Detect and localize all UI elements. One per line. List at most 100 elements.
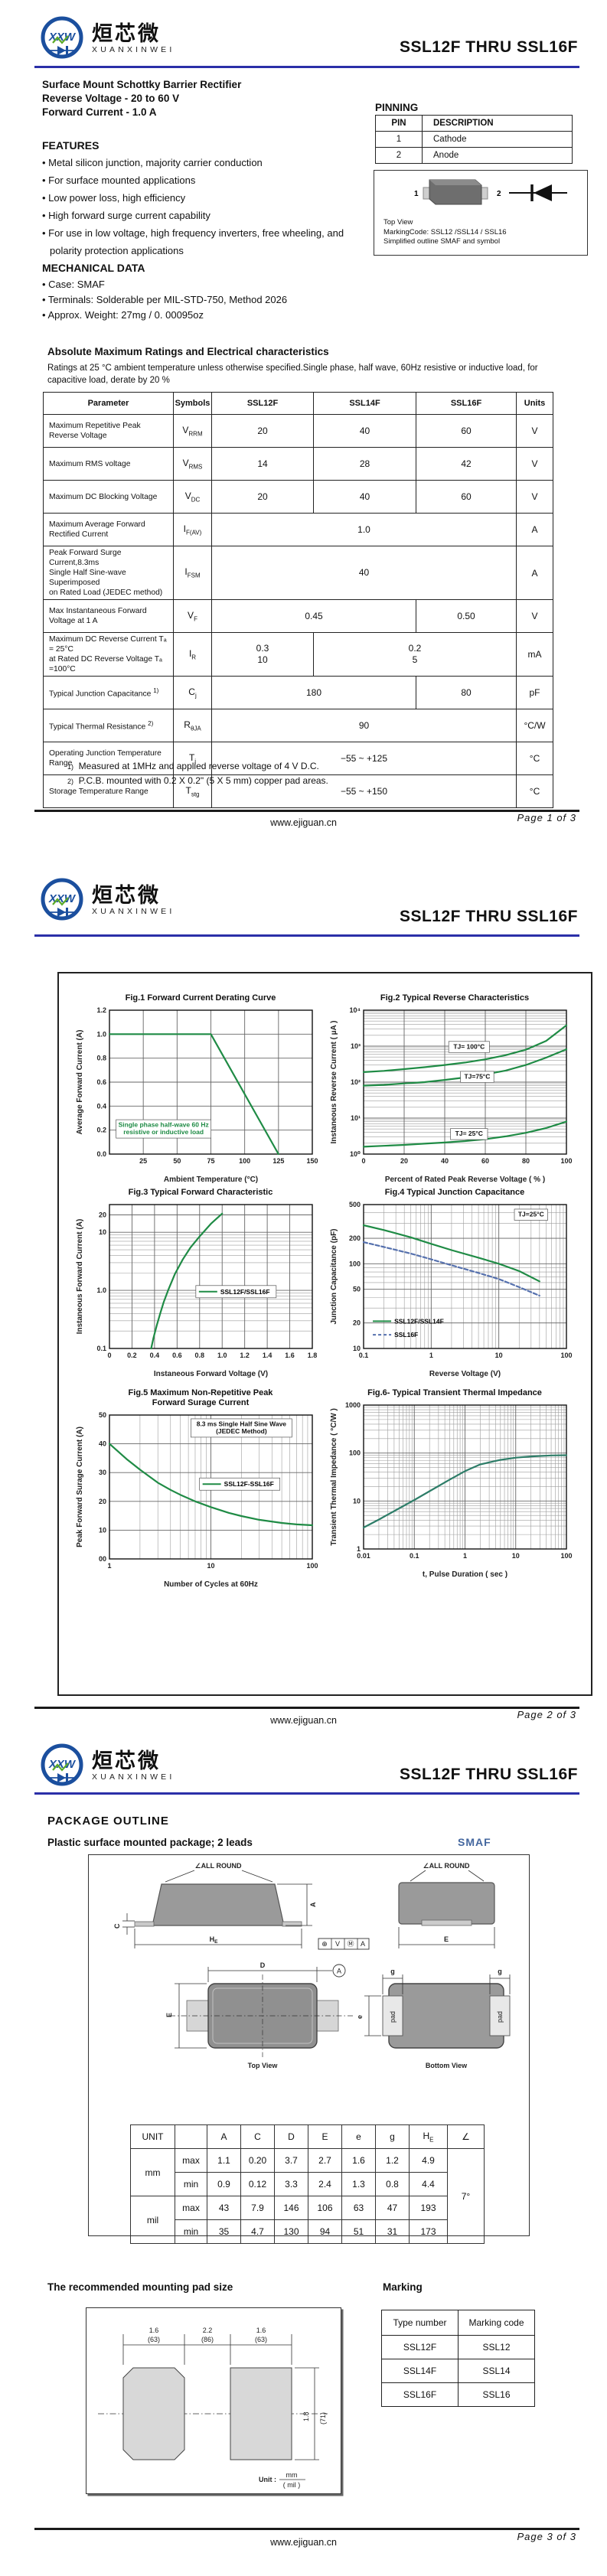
table-row: Maximum DC Reverse Current Tₐ = 25°C at R… <box>43 632 553 677</box>
table-row: Maximum RMS voltage VRMS 14 28 42 V <box>43 447 553 481</box>
svg-text:0: 0 <box>107 1352 111 1359</box>
svg-text:200: 200 <box>349 1234 361 1242</box>
svg-text:0.2: 0.2 <box>127 1352 137 1359</box>
svg-text:E: E <box>444 1935 449 1943</box>
svg-text:Instaneous Forward Current (A): Instaneous Forward Current (A) <box>76 1219 84 1335</box>
figure-title: Fig.3 Typical Forward Characteristic <box>128 1188 273 1197</box>
svg-text:1000: 1000 <box>345 1401 361 1409</box>
part-number-title: SSL12F THRU SSL16F <box>399 908 578 925</box>
svg-text:100: 100 <box>349 1260 361 1267</box>
header-rule <box>34 66 579 68</box>
svg-text:Instaneous Forward Voltage (V): Instaneous Forward Voltage (V) <box>154 1370 268 1378</box>
feature-item: • Metal silicon junction, majority carri… <box>42 157 263 168</box>
svg-text:pad: pad <box>389 2011 397 2023</box>
outline-drawing-box: ∠ALL ROUND C A HE ⊕ V Ⓜ A ∠ALL ROUND E D … <box>88 1854 530 2244</box>
part-number-title: SSL12F THRU SSL16F <box>399 38 578 56</box>
package-outline-heading: PACKAGE OUTLINE <box>47 1815 169 1828</box>
xxw-logo-icon: XXW <box>41 878 83 921</box>
svg-text:0.1: 0.1 <box>359 1352 369 1359</box>
svg-text:A: A <box>337 1968 341 1975</box>
svg-text:1.0: 1.0 <box>96 1030 106 1038</box>
svg-text:Peak Forward Surage Current (A: Peak Forward Surage Current (A) <box>76 1427 84 1547</box>
svg-text:10²: 10² <box>351 1078 361 1086</box>
product-summary: Surface Mount Schottky Barrier Rectifier… <box>42 78 241 119</box>
pinning-table: PIN DESCRIPTION 1 Cathode 2 Anode <box>375 115 573 164</box>
svg-text:SSL12F/SSL16F: SSL12F/SSL16F <box>220 1288 270 1296</box>
logo-latin-name: XUANXINWEI <box>92 907 175 916</box>
table-row: SSL14F SSL14 <box>381 2359 535 2383</box>
figure-title: Fig.1 Forward Current Derating Curve <box>125 993 276 1003</box>
svg-text:E: E <box>165 2013 173 2017</box>
marking-heading: Marking <box>383 2281 423 2293</box>
svg-text:1.0: 1.0 <box>96 1286 106 1294</box>
svg-text:(JEDEC Method): (JEDEC Method) <box>216 1427 267 1435</box>
caption-line: MarkingCode: SSL12 /SSL14 / SSL16 <box>383 227 507 236</box>
brand-logo: XXW 烜芯微 XUANXINWEI <box>40 1743 175 1789</box>
svg-text:1.8: 1.8 <box>308 1352 318 1359</box>
svg-text:0.4: 0.4 <box>96 1102 106 1110</box>
caption-line: Simplified outline SMAF and symbol <box>383 237 501 246</box>
figure-6: Fig.6- Typical Transient Thermal Impedan… <box>328 1388 581 1583</box>
page-2: XXW 烜芯微 XUANXINWEI SSL12F THRU SSL16F Fi… <box>0 842 607 1733</box>
figure-title: Fig.4 Typical Junction Capacitance <box>384 1188 525 1197</box>
logo-latin-name: XUANXINWEI <box>92 1772 175 1782</box>
svg-text:1.4: 1.4 <box>263 1352 272 1359</box>
svg-text:100: 100 <box>349 1449 361 1457</box>
svg-text:50: 50 <box>173 1157 181 1165</box>
summary-line: Reverse Voltage - 20 to 60 V <box>42 93 180 104</box>
pin1-label: 1 <box>414 190 419 198</box>
header-rule <box>34 1792 579 1795</box>
svg-text:V: V <box>335 1940 340 1948</box>
table-row: Maximum Average Forward Rectified Curren… <box>43 513 553 546</box>
svg-text:C: C <box>113 1923 121 1929</box>
table-header-row: Type number Marking code <box>381 2310 535 2336</box>
svg-text:Percent of Rated Peak Reverse: Percent of Rated Peak Reverse Voltage ( … <box>385 1176 545 1184</box>
svg-text:10⁴: 10⁴ <box>350 1006 361 1014</box>
svg-text:60: 60 <box>481 1157 489 1165</box>
svg-text:g: g <box>498 1968 502 1975</box>
footnote: 2) P.C.B. mounted with 0.2 X 0.2" (5 X 5… <box>67 775 328 786</box>
svg-text:TJ=75°C: TJ=75°C <box>464 1072 490 1080</box>
svg-text:50: 50 <box>353 1286 361 1293</box>
table-header-row: PIN DESCRIPTION <box>375 115 573 132</box>
figures-panel: Fig.1 Forward Current Derating Curve 25 50… <box>57 972 592 1696</box>
footnotes: 1) Measured at 1MHz and applied reverse … <box>67 759 328 788</box>
svg-text:1: 1 <box>463 1552 467 1560</box>
features-list: • Metal silicon junction, majority carri… <box>42 154 347 259</box>
diode-symbol-icon <box>534 184 552 201</box>
svg-text:1.6: 1.6 <box>285 1352 295 1359</box>
svg-text:100: 100 <box>560 1157 572 1165</box>
table-row: Storage Temperature Range Tstg −55 ~ +150 °… <box>43 774 553 808</box>
page-number: Page 2 of 3 <box>517 1709 576 1720</box>
footer-website: www.ejiguan.cn <box>270 1715 337 1726</box>
svg-text:40: 40 <box>99 1440 106 1448</box>
svg-text:40: 40 <box>441 1157 449 1165</box>
svg-text:10³: 10³ <box>351 1042 361 1050</box>
svg-text:Transient Thermal Impedance (: Transient Thermal Impedance ( °C/W ) <box>330 1408 338 1546</box>
part-number-title: SSL12F THRU SSL16F <box>399 1766 578 1783</box>
svg-text:TJ= 100°C: TJ= 100°C <box>453 1042 485 1050</box>
svg-text:Instaneous Reverse Current ( µ: Instaneous Reverse Current ( µA ) <box>330 1021 338 1144</box>
svg-text:Top View: Top View <box>248 2062 279 2069</box>
marking-table: Type number Marking code SSL12F SSL12 SSL14F… <box>381 2310 535 2407</box>
svg-text:100: 100 <box>560 1552 572 1560</box>
svg-text:00: 00 <box>99 1555 106 1563</box>
table-row: SSL12F SSL12 <box>381 2335 535 2359</box>
svg-text:( mil ): ( mil ) <box>283 2481 301 2489</box>
table-header-row: Parameter Symbols SSL12F SSL14F SSL16F Units <box>43 392 553 415</box>
smaf-badge: SMAF <box>458 1836 491 1848</box>
svg-text:0: 0 <box>361 1157 365 1165</box>
mechanical-heading: MECHANICAL DATA <box>42 262 145 274</box>
svg-text:A: A <box>309 1902 317 1907</box>
svg-text:⊕: ⊕ <box>321 1940 328 1948</box>
svg-text:1: 1 <box>357 1545 361 1553</box>
svg-text:50: 50 <box>99 1411 106 1419</box>
table-row: Typical Junction Capacitance 1) Cj 180 80 pF <box>43 676 553 709</box>
table-row: Typical Thermal Resistance 2) RθJA 90 °C/W <box>43 709 553 742</box>
table-row: SSL16F SSL16 <box>381 2382 535 2407</box>
svg-text:e: e <box>356 2015 364 2019</box>
page-3: XXW 烜芯微 XUANXINWEI SSL12F THRU SSL16F PA… <box>0 1733 607 2576</box>
svg-text:TJ=25°C: TJ=25°C <box>518 1210 544 1218</box>
package-outline-subtitle: Plastic surface mounted package; 2 leads <box>47 1837 253 1848</box>
